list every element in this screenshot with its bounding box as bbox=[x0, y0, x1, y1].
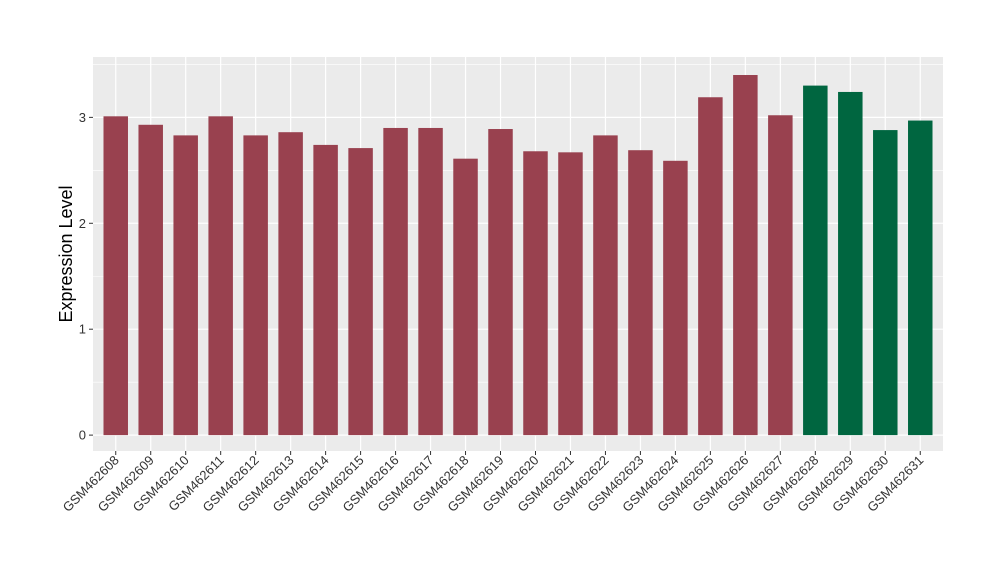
bar-GSM462625 bbox=[698, 97, 723, 436]
bar-GSM462615 bbox=[348, 148, 373, 436]
bar-GSM462611 bbox=[208, 116, 233, 436]
bar-GSM462614 bbox=[313, 144, 338, 436]
bar-GSM462619 bbox=[488, 129, 513, 436]
y-tick-label: 3 bbox=[79, 110, 86, 125]
bar-GSM462629 bbox=[838, 91, 863, 436]
bar-GSM462610 bbox=[173, 135, 198, 436]
bar-GSM462608 bbox=[103, 116, 128, 436]
bar-GSM462609 bbox=[138, 124, 163, 436]
y-axis-title: Expression Level bbox=[56, 185, 76, 322]
x-axis: GSM462608GSM462609GSM462610GSM462611GSM4… bbox=[60, 451, 926, 515]
bar-GSM462627 bbox=[768, 115, 793, 436]
y-tick-label: 0 bbox=[79, 428, 86, 443]
plot-panel bbox=[93, 57, 943, 451]
bar-GSM462624 bbox=[663, 160, 688, 436]
bar-GSM462626 bbox=[733, 75, 758, 436]
bar-GSM462617 bbox=[418, 127, 443, 436]
y-tick-label: 1 bbox=[79, 322, 86, 337]
bars bbox=[103, 75, 933, 436]
bar-GSM462612 bbox=[243, 135, 268, 436]
bar-GSM462630 bbox=[873, 130, 898, 436]
bar-GSM462618 bbox=[453, 158, 478, 436]
bar-GSM462628 bbox=[803, 85, 828, 436]
y-axis: 0 1 2 3 bbox=[79, 110, 93, 443]
bar-GSM462623 bbox=[628, 150, 653, 436]
bar-GSM462616 bbox=[383, 127, 408, 436]
bar-GSM462613 bbox=[278, 132, 303, 436]
bar-GSM462621 bbox=[558, 152, 583, 436]
bar-GSM462631 bbox=[908, 120, 933, 436]
y-tick-label: 2 bbox=[79, 216, 86, 231]
bar-GSM462620 bbox=[523, 151, 548, 436]
bar-GSM462622 bbox=[593, 135, 618, 436]
